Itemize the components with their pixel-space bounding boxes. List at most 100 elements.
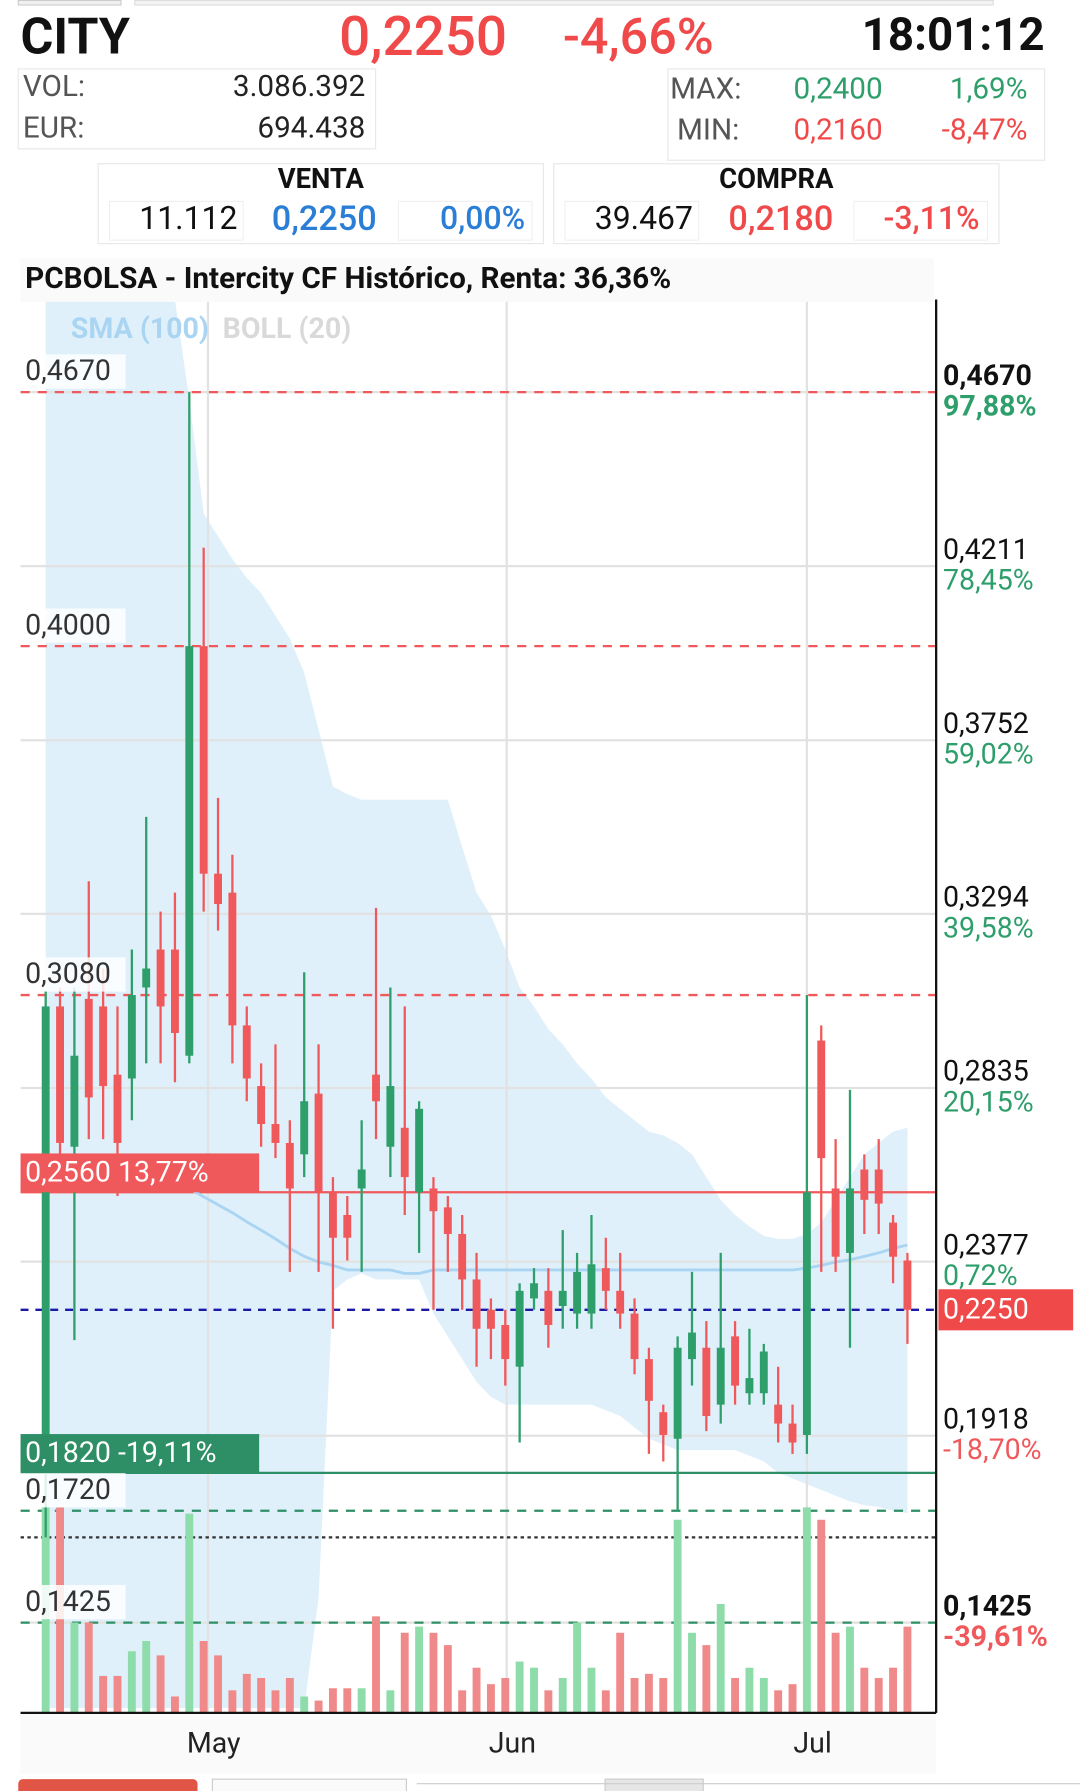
volume-bar xyxy=(659,1677,668,1713)
level-label-bg xyxy=(20,354,126,389)
ticker: CITY xyxy=(21,8,131,67)
volume-bar xyxy=(731,1677,740,1713)
venta-box xyxy=(97,163,544,245)
volume-bar xyxy=(142,1640,151,1713)
level-tag xyxy=(20,1153,260,1193)
volume-bar xyxy=(257,1677,266,1713)
venta-change: 0,00% xyxy=(440,199,525,237)
volume-bar xyxy=(673,1519,682,1713)
candle-body xyxy=(702,1347,711,1416)
candle-body xyxy=(242,1025,251,1079)
vol-label: VOL: xyxy=(23,69,85,104)
x-tick-label: Jun xyxy=(489,1726,536,1759)
volume-bar xyxy=(170,1696,179,1713)
vol-box xyxy=(17,68,377,150)
candle-body xyxy=(214,873,222,905)
volume-bar xyxy=(372,1616,380,1713)
candle-body xyxy=(688,1332,696,1360)
volume-bar xyxy=(530,1667,538,1713)
level-label-bg xyxy=(20,608,126,643)
candle-body xyxy=(41,1006,50,1470)
volume-bar xyxy=(802,1507,811,1713)
y-tick-label: 0,3294 xyxy=(943,881,1029,914)
tab-strip[interactable] xyxy=(134,0,994,6)
candle-body xyxy=(673,1347,682,1439)
candle-body xyxy=(156,949,165,1007)
cell xyxy=(397,200,533,241)
candle-body xyxy=(860,1169,869,1200)
candle-body xyxy=(228,892,237,1026)
level-tag xyxy=(20,1434,260,1473)
volume-bar xyxy=(386,1690,395,1713)
price: 0,2250 xyxy=(339,5,507,69)
volume-bar xyxy=(185,1513,194,1713)
eur: 694.438 xyxy=(257,110,365,145)
candle-body xyxy=(199,646,208,874)
volume-bar xyxy=(285,1677,294,1713)
candle-body xyxy=(745,1378,754,1394)
cell xyxy=(564,200,700,241)
volume-bar xyxy=(544,1690,553,1713)
volume-bar xyxy=(99,1675,108,1713)
level-label-bg xyxy=(20,1584,126,1620)
volume-bar xyxy=(300,1696,309,1713)
candle-body xyxy=(486,1309,495,1329)
max: 0,2400 xyxy=(793,71,882,106)
candle-body xyxy=(443,1207,452,1234)
y-tick-change: 59,02% xyxy=(943,738,1034,771)
candle-body xyxy=(415,1108,424,1193)
y-tick-label: 0,4670 xyxy=(943,359,1032,392)
candle-body xyxy=(472,1279,481,1329)
venta-title: VENTA xyxy=(278,163,365,195)
cell xyxy=(109,200,244,241)
candle-body xyxy=(84,998,93,1098)
volume-bar xyxy=(84,1622,93,1713)
candle-body xyxy=(99,1006,108,1087)
candle-body xyxy=(630,1313,639,1360)
candle-body xyxy=(616,1290,625,1314)
volume-bar xyxy=(759,1677,768,1713)
volume-bar xyxy=(328,1688,337,1713)
candle-body xyxy=(271,1123,280,1143)
volume-bar xyxy=(846,1626,854,1713)
bottom-tab[interactable] xyxy=(211,1778,407,1791)
volume-bar xyxy=(214,1655,222,1713)
y-tick-label: 0,2835 xyxy=(943,1055,1029,1088)
candle-body xyxy=(170,949,179,1033)
bottom-tab[interactable] xyxy=(18,1779,198,1791)
tab[interactable] xyxy=(17,0,122,6)
candle-body xyxy=(501,1324,510,1360)
x-axis-band xyxy=(20,1714,937,1774)
eur-label: EUR: xyxy=(23,110,85,145)
volume-bar xyxy=(702,1645,711,1713)
candle-body xyxy=(515,1290,524,1367)
y-tick-change: -39,61% xyxy=(943,1620,1048,1653)
compra-change: -3,11% xyxy=(884,199,980,237)
chart-title: PCBOLSA - Intercity CF Histórico, Renta:… xyxy=(25,261,671,296)
volume-bar xyxy=(271,1690,280,1713)
volume-bar xyxy=(573,1622,582,1713)
compra-title: COMPRA xyxy=(719,163,834,195)
volume-bar xyxy=(774,1690,783,1713)
volume-bar xyxy=(889,1667,898,1713)
vol: 3.086.392 xyxy=(233,69,365,104)
y-tick-change: 78,45% xyxy=(943,564,1034,597)
candle-body xyxy=(903,1260,912,1310)
y-tick-label: 0,1425 xyxy=(943,1589,1032,1622)
candle-body xyxy=(458,1233,467,1280)
price-tag xyxy=(938,1289,1074,1331)
candle-body xyxy=(127,995,136,1079)
volume-bar xyxy=(415,1626,424,1713)
candle-body xyxy=(300,1101,309,1155)
volume-bar xyxy=(429,1632,438,1713)
candle-body xyxy=(257,1086,266,1124)
level-label: 0,2560 13,77% xyxy=(25,1156,209,1189)
time: 18:01:12 xyxy=(862,9,1045,62)
candle-body xyxy=(889,1222,898,1257)
volume-bar xyxy=(903,1626,912,1713)
y-tick-change: 20,15% xyxy=(943,1085,1034,1118)
volume-bar xyxy=(314,1700,323,1713)
bottom-tab[interactable] xyxy=(604,1778,704,1791)
